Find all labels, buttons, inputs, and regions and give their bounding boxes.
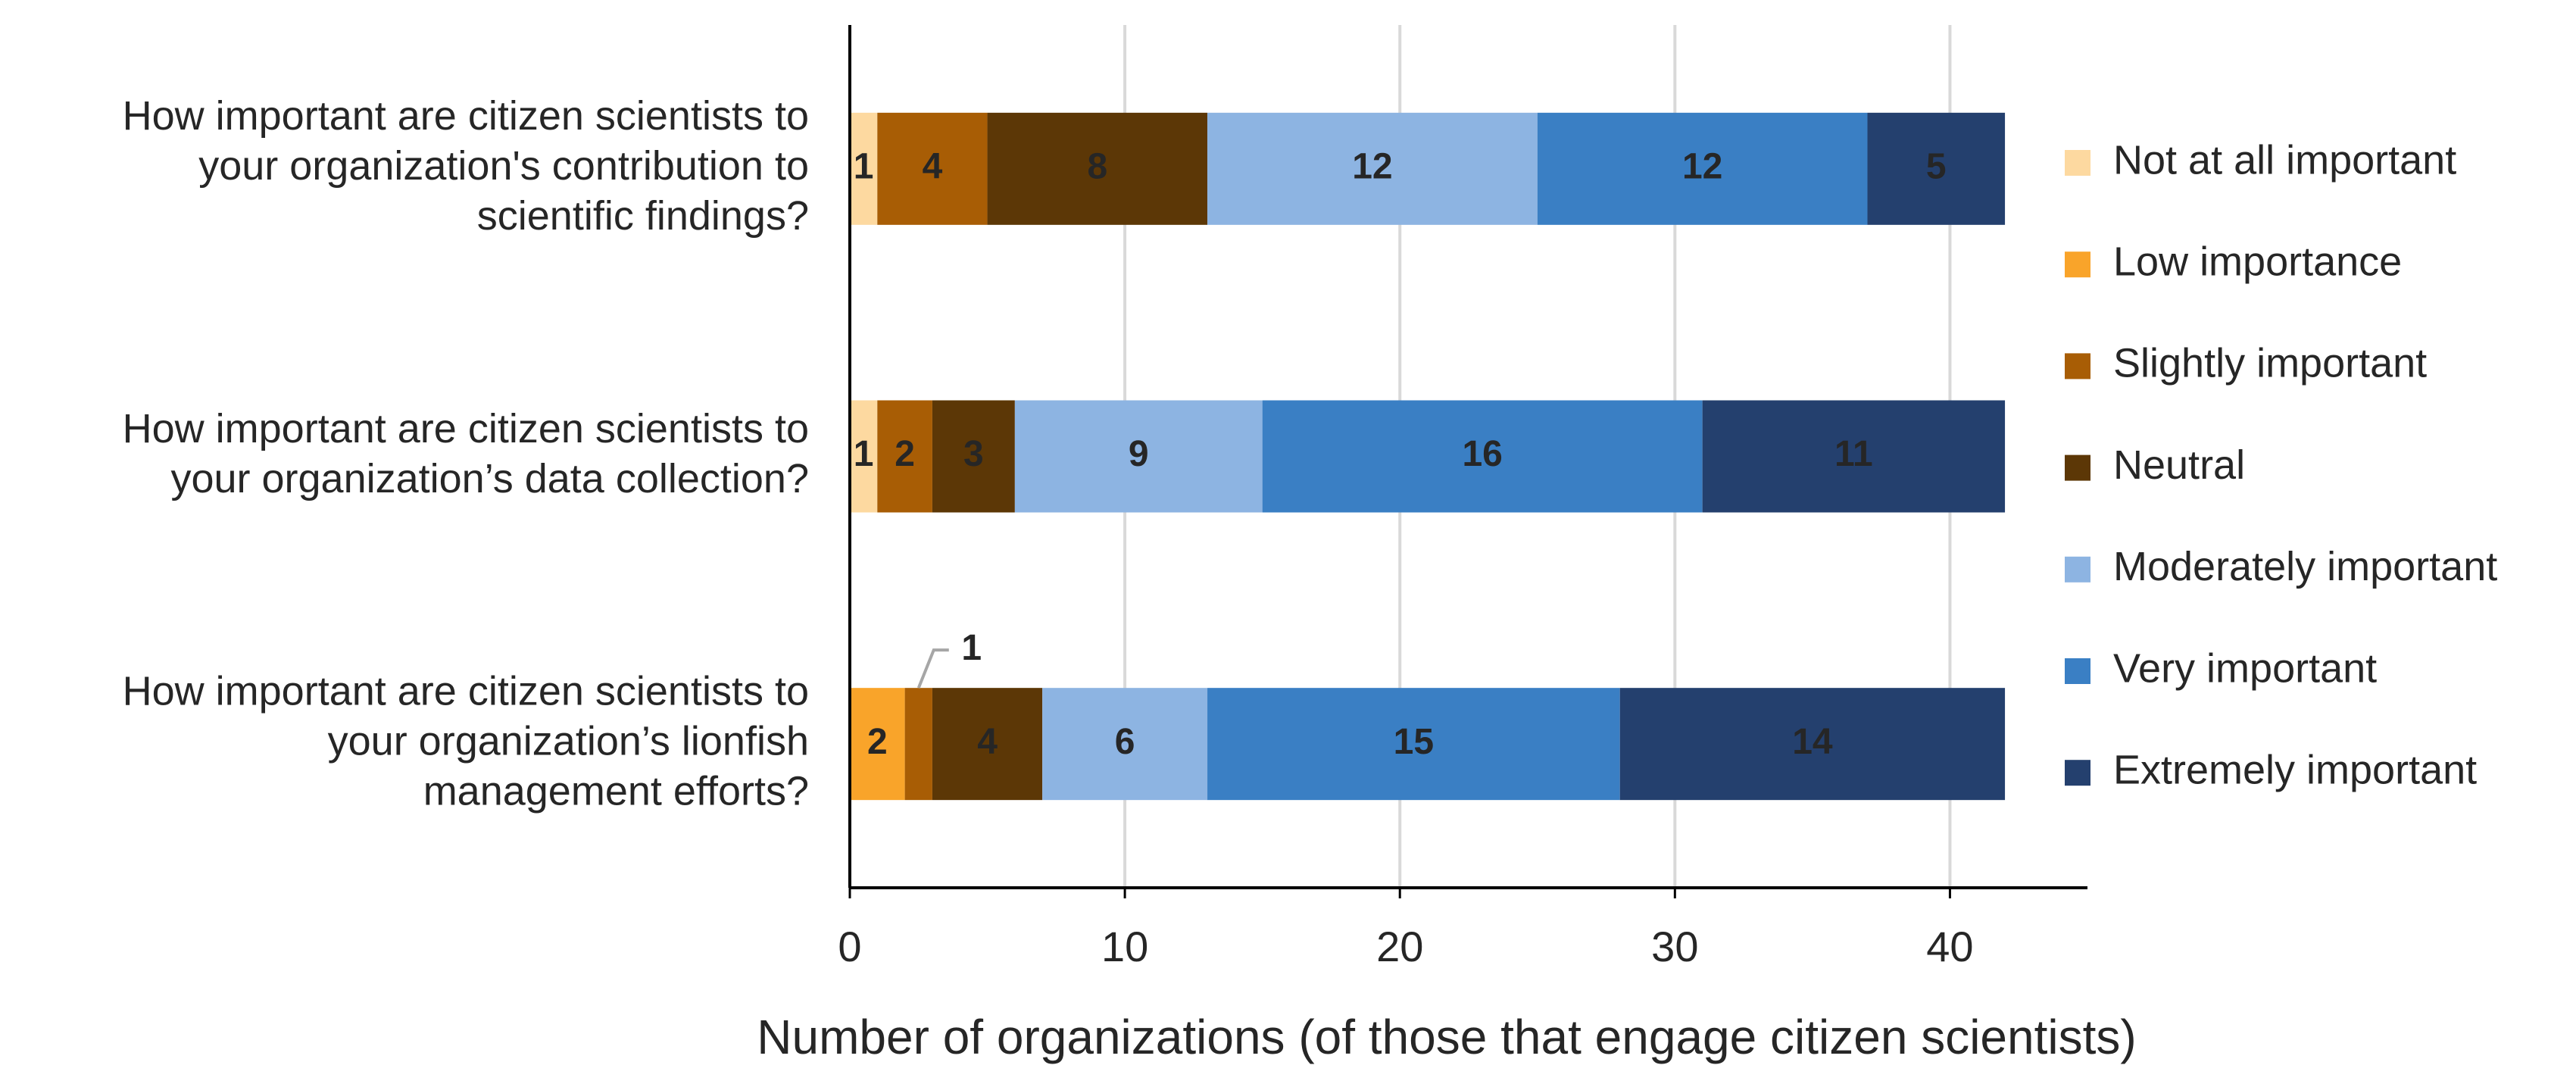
data-label: 1 (854, 147, 874, 187)
legend-label: Low importance (2113, 239, 2402, 284)
legend-swatch (2065, 760, 2090, 786)
bar-segment (850, 112, 878, 225)
bar-segment (987, 112, 1208, 225)
legend-label: Slightly important (2113, 341, 2427, 386)
bar-segment (850, 400, 878, 513)
bar-segment (932, 688, 1043, 801)
bar-segment (1207, 688, 1620, 801)
data-label: 4 (977, 722, 998, 762)
x-axis-title: Number of organizations (of those that e… (757, 1010, 2136, 1064)
category-label: your organization’s lionfish (328, 718, 809, 764)
category-label: scientific findings? (477, 193, 809, 239)
bar-segment (877, 400, 932, 513)
bar-segment (1867, 112, 2006, 225)
x-tick-label: 10 (1101, 923, 1148, 970)
category-label: your organization's contribution to (198, 143, 809, 189)
x-tick-label: 20 (1376, 923, 1423, 970)
legend-swatch (2065, 454, 2090, 481)
category-label: How important are citizen scientists to (123, 668, 809, 714)
data-label: 1 (854, 434, 874, 474)
bar-segment (1014, 400, 1263, 513)
data-label: 4 (923, 147, 943, 187)
category-label: your organization’s data collection? (170, 456, 809, 501)
bar-segment (932, 400, 1015, 513)
data-label: 2 (867, 722, 888, 762)
bar-segment (1262, 400, 1703, 513)
bar-segment (1042, 688, 1208, 801)
legend-swatch (2065, 150, 2090, 176)
data-label: 2 (895, 434, 915, 474)
legend-label: Moderately important (2113, 544, 2497, 589)
data-label: 1 (961, 628, 982, 668)
category-label: How important are citizen scientists to (123, 93, 809, 139)
legend-swatch (2065, 353, 2090, 380)
bar-segment (1702, 400, 2006, 513)
legend-swatch (2065, 556, 2090, 583)
legend-swatch (2065, 658, 2090, 684)
legend-swatch (2065, 251, 2090, 278)
data-label: 11 (1834, 434, 1873, 474)
x-tick-label: 0 (838, 923, 861, 970)
x-tick-label: 30 (1651, 923, 1698, 970)
data-label: 6 (1115, 722, 1135, 762)
data-label: 14 (1792, 722, 1833, 762)
data-label: 12 (1352, 147, 1392, 187)
data-label: 16 (1462, 434, 1502, 474)
x-tick-label: 40 (1926, 923, 1973, 970)
data-label: 8 (1087, 147, 1107, 187)
legend-label: Not at all important (2113, 137, 2456, 183)
legend-label: Extremely important (2113, 747, 2477, 792)
leader-line (916, 648, 949, 689)
data-label: 9 (1129, 434, 1149, 474)
category-label: How important are citizen scientists to (123, 406, 809, 451)
data-label: 15 (1394, 722, 1434, 762)
bar-segment (904, 688, 932, 801)
legend-label: Very important (2113, 645, 2377, 691)
data-label: 5 (1926, 147, 1947, 187)
data-label: 3 (963, 434, 984, 474)
legend-label: Neutral (2113, 442, 2245, 488)
bar-segment (1619, 688, 2006, 801)
bar-segment (1537, 112, 1868, 225)
data-label: 12 (1682, 147, 1722, 187)
bar-segment (877, 112, 988, 225)
category-label: management efforts? (423, 768, 809, 814)
bar-segment (1207, 112, 1538, 225)
bar-segment (850, 688, 905, 801)
